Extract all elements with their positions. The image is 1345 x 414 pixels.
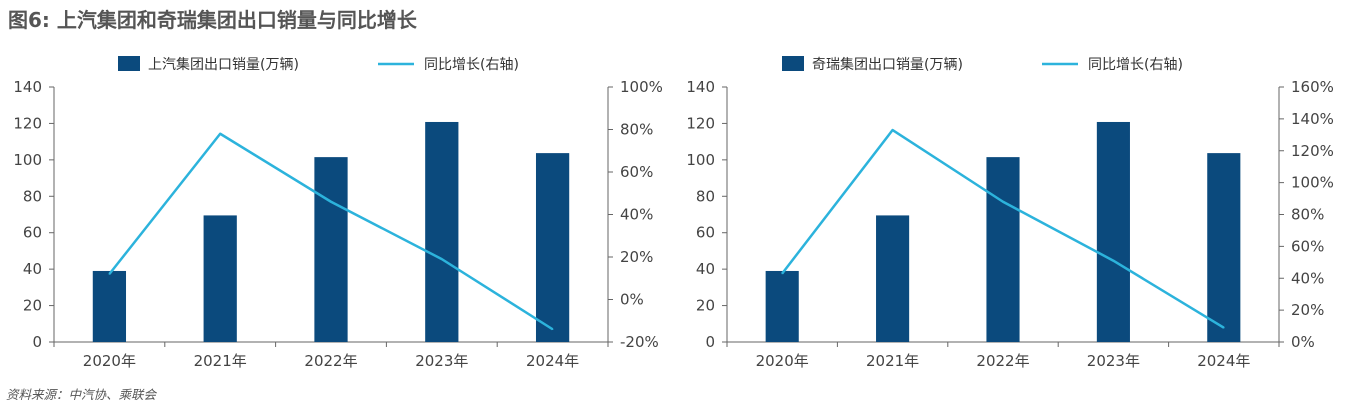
right-bar bbox=[765, 270, 799, 342]
right-growth-point bbox=[1223, 326, 1225, 329]
right-y-left-tick-label: 140 bbox=[686, 78, 715, 96]
right-y-left-tick-label: 100 bbox=[686, 151, 715, 169]
right-legend-bar-label: 奇瑞集团出口销量(万辆) bbox=[812, 56, 963, 73]
left-growth-point bbox=[441, 258, 443, 260]
right-y-left-tick-label: 60 bbox=[696, 224, 715, 242]
left-bar bbox=[203, 215, 237, 342]
right-y-left-tick-label: 80 bbox=[696, 187, 715, 205]
left-y-left-tick-label: 0 bbox=[32, 333, 42, 351]
right-x-tick-label: 2020年 bbox=[756, 352, 809, 370]
right-growth-point bbox=[781, 272, 783, 275]
right-y-left-tick-label: 40 bbox=[696, 260, 715, 278]
left-y-right-tick-label: 60% bbox=[620, 163, 653, 181]
right-y-right-tick-label: 120% bbox=[1291, 142, 1334, 160]
chart-chery-exports: 0 20 40 60 80 100 120 140 0% 20% 40% 60% 80% 100% 120%… bbox=[686, 56, 1334, 370]
left-y-left-tick-label: 80 bbox=[23, 187, 42, 205]
left-y-left-tick-label: 140 bbox=[13, 78, 42, 96]
figure-title: 图6: 上汽集团和奇瑞集团出口销量与同比增长 bbox=[8, 8, 417, 32]
left-y-right-tick-label: -20% bbox=[620, 333, 659, 351]
left-growth-point bbox=[108, 273, 111, 275]
chart-saic-exports: 0 20 40 60 80 100 120 140 -20% 0% 20% 40% 60% 80% 100%… bbox=[13, 56, 663, 370]
left-y-left-tick-label: 100 bbox=[13, 151, 42, 169]
right-y-left-tick-label: 20 bbox=[696, 297, 715, 315]
right-x-tick-label: 2024年 bbox=[1197, 352, 1250, 370]
right-y-right-tick-label: 80% bbox=[1291, 206, 1324, 224]
left-y-left-tick-label: 60 bbox=[23, 224, 42, 242]
right-bar bbox=[1207, 153, 1241, 342]
right-y-right-tick-label: 160% bbox=[1291, 78, 1334, 96]
right-x-tick-label: 2021年 bbox=[866, 352, 919, 370]
right-y-right-tick-label: 140% bbox=[1291, 110, 1334, 128]
left-y-right-tick-label: 0% bbox=[620, 291, 644, 309]
left-bar bbox=[535, 153, 570, 342]
right-x-tick-label: 2022年 bbox=[976, 352, 1029, 370]
left-legend-bar-label: 上汽集团出口销量(万辆) bbox=[148, 56, 299, 73]
left-legend-line-label: 同比增长(右轴) bbox=[424, 57, 519, 73]
right-y-right-tick-label: 0% bbox=[1291, 333, 1315, 351]
right-y-right-tick-label: 100% bbox=[1291, 174, 1334, 192]
left-legend-bar-swatch bbox=[118, 56, 140, 71]
left-y-right-tick-label: 100% bbox=[620, 78, 663, 96]
left-x-tick-label: 2023年 bbox=[415, 352, 468, 370]
left-y-left-tick-label: 120 bbox=[13, 114, 42, 132]
right-legend-bar-swatch bbox=[782, 56, 804, 71]
left-y-left-tick-label: 20 bbox=[23, 297, 42, 315]
left-x-tick-label: 2021年 bbox=[194, 352, 247, 370]
right-y-right-tick-label: 40% bbox=[1291, 269, 1324, 287]
right-bar bbox=[876, 215, 910, 342]
right-x-tick-label: 2023年 bbox=[1087, 352, 1140, 370]
right-bar bbox=[986, 157, 1020, 342]
left-x-tick-label: 2022年 bbox=[304, 352, 357, 370]
right-growth-point bbox=[1002, 200, 1004, 203]
right-y-right-tick-label: 20% bbox=[1291, 301, 1324, 319]
left-y-right-tick-label: 40% bbox=[620, 206, 653, 224]
left-bar bbox=[92, 270, 127, 342]
left-y-right-tick-label: 80% bbox=[620, 121, 653, 139]
left-growth-point bbox=[219, 132, 221, 135]
right-bar bbox=[1096, 121, 1130, 342]
left-y-left-tick-label: 40 bbox=[23, 260, 42, 278]
left-x-tick-label: 2020年 bbox=[83, 352, 136, 370]
right-legend-line-label: 同比增长(右轴) bbox=[1088, 57, 1183, 73]
left-bar bbox=[425, 121, 459, 342]
left-y-right-tick-label: 20% bbox=[620, 248, 653, 266]
left-growth-point bbox=[551, 328, 554, 331]
right-y-left-tick-label: 120 bbox=[686, 114, 715, 132]
left-bar bbox=[314, 157, 348, 342]
right-growth-point bbox=[1112, 259, 1115, 262]
left-x-tick-label: 2024年 bbox=[526, 352, 579, 370]
left-growth-point bbox=[330, 200, 332, 203]
source-note: 资料来源：中汽协、乘联会 bbox=[6, 387, 157, 402]
right-y-right-tick-label: 60% bbox=[1291, 237, 1324, 255]
right-y-left-tick-label: 0 bbox=[705, 333, 715, 351]
right-growth-point bbox=[891, 129, 894, 131]
